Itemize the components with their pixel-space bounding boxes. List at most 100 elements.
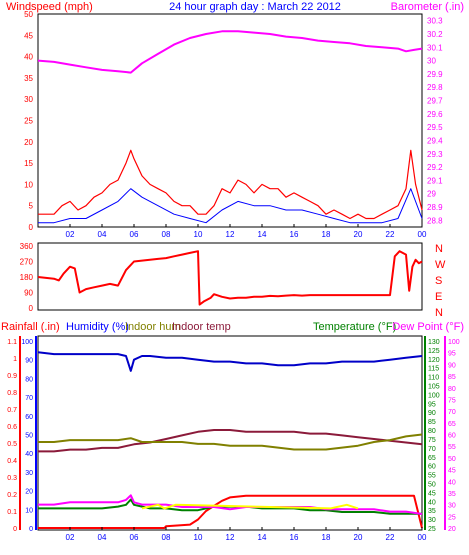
baro-tick-13: 30.1	[427, 43, 443, 52]
baro-tick-1: 28.9	[427, 203, 443, 212]
dew-tick-16: 100	[448, 339, 460, 346]
dew-tick-13: 85	[448, 374, 456, 381]
baro-tick-14: 30.2	[427, 30, 443, 39]
temp-tick-18: 115	[428, 366, 439, 373]
rain-tick-5: 0.5	[7, 441, 17, 448]
humidity-axis-label: Humidity (%)	[66, 321, 129, 333]
hum-tick-1: 10	[25, 507, 33, 514]
dew-tick-15: 95	[448, 351, 456, 358]
temp-tick-6: 55	[428, 473, 436, 480]
wind-speed-ticks: 0 5 10 15 20 25 30 35 40 45 50	[24, 10, 33, 232]
hum-tick-3: 30	[25, 470, 33, 477]
dew-tick-14: 90	[448, 362, 456, 369]
rain-tick-2: 0.2	[7, 492, 17, 499]
wind-tick-9: 45	[24, 31, 33, 40]
humtemp-hour-label-1: 04	[98, 533, 107, 542]
wind-tick-10: 50	[24, 10, 33, 19]
compass-3: E	[435, 291, 442, 303]
rain-tick-4: 0.4	[7, 458, 17, 465]
direction-line	[37, 250, 423, 306]
dew-tick-5: 45	[448, 468, 456, 475]
solar-line	[141, 503, 359, 510]
humtemp-hour-label-7: 16	[290, 533, 299, 542]
rainfall-line	[38, 494, 423, 529]
baro-tick-0: 28.8	[427, 216, 443, 225]
rain-tick-9: 0.9	[7, 373, 17, 380]
humtemp-hour-label-9: 20	[354, 533, 363, 542]
hum-tick-9: 90	[25, 358, 33, 365]
wind-tick-6: 30	[24, 95, 33, 104]
wind-hour-label-11: 00	[418, 230, 427, 239]
temp-tick-19: 120	[428, 357, 440, 364]
rain-tick-8: 0.8	[7, 390, 17, 397]
hum-tick-7: 70	[25, 395, 33, 402]
wind-hour-label-1: 04	[98, 230, 107, 239]
wind-hour-label-10: 22	[386, 230, 395, 239]
barometer-ticks: 28.8 28.9 29 29.1 29.2 29.3 29.4 29.5 29.6 29.7 29…	[427, 17, 443, 226]
rain-tick-7: 0.7	[7, 407, 17, 414]
baro-tick-11: 29.9	[427, 70, 443, 79]
hum-temp-series	[37, 351, 423, 529]
wind-tick-1: 5	[29, 202, 34, 211]
temp-tick-13: 90	[428, 410, 436, 417]
baro-tick-2: 29	[427, 190, 436, 199]
hum-tick-2: 20	[25, 489, 33, 496]
dew-tick-10: 70	[448, 409, 456, 416]
hum-temp-hour-ticks: 02 04 06 08 10 12 14 16 18 20 22 00	[66, 527, 427, 542]
wind-tick-0: 0	[29, 223, 34, 232]
baro-tick-8: 29.6	[427, 110, 443, 119]
compass-1: W	[435, 259, 446, 271]
dew-tick-3: 35	[448, 491, 456, 498]
wind-hour-label-8: 18	[322, 230, 331, 239]
wind-tick-8: 40	[24, 53, 33, 62]
direction-plot-frame	[37, 242, 423, 311]
baro-tick-15: 30.3	[427, 17, 443, 26]
dir-tick-3: 270	[20, 258, 34, 267]
temp-tick-17: 110	[428, 375, 439, 382]
temp-tick-9: 70	[428, 446, 436, 453]
dew-tick-6: 50	[448, 456, 456, 463]
hum-tick-10: 100	[21, 339, 33, 346]
baro-tick-4: 29.2	[427, 163, 443, 172]
temp-tick-5: 50	[428, 481, 436, 488]
indoor_hum-line	[38, 433, 423, 451]
dew-tick-1: 25	[448, 514, 456, 521]
wind-tick-2: 10	[24, 180, 33, 189]
wind-hour-label-6: 14	[258, 230, 267, 239]
dew-tick-7: 55	[448, 444, 456, 451]
baro-axis-label: Barometer (.in)	[391, 1, 464, 13]
temp-tick-0: 25	[428, 526, 436, 533]
rain-tick-6: 0.6	[7, 424, 17, 431]
rainfall-axis-label: Rainfall (.in)	[1, 321, 60, 333]
direction-series	[37, 250, 423, 306]
hum-tick-5: 50	[25, 433, 33, 440]
indoor_temp-line	[38, 429, 423, 453]
temp-tick-4: 45	[428, 490, 436, 497]
dir-tick-2: 180	[20, 273, 34, 282]
baro-tick-6: 29.4	[427, 136, 443, 145]
temp-tick-7: 60	[428, 464, 436, 471]
hum-tick-0: 0	[29, 526, 33, 533]
dewpoint-line	[38, 494, 423, 515]
rain-tick-11: 1.1	[7, 339, 17, 346]
dew-tick-9: 65	[448, 421, 456, 428]
rain-tick-0: 0	[13, 526, 17, 533]
temp-tick-16: 105	[428, 384, 440, 391]
temp-tick-14: 95	[428, 401, 436, 408]
rain-tick-3: 0.3	[7, 475, 17, 482]
indoor-temp-axis-label: Indoor temp	[172, 321, 231, 333]
compass-0: N	[435, 243, 443, 255]
hum-tick-6: 60	[25, 414, 33, 421]
temp-tick-11: 80	[428, 428, 436, 435]
humtemp-hour-label-3: 08	[162, 533, 171, 542]
rain-tick-1: 0.1	[7, 509, 17, 516]
temperature-axis-label: Temperature (°F)	[313, 321, 396, 333]
temp-tick-8: 65	[428, 455, 436, 462]
wind-axis-label: Windspeed (mph)	[6, 1, 93, 13]
baro-tick-3: 29.1	[427, 176, 443, 185]
dir-tick-4: 360	[20, 242, 34, 251]
wind-hour-label-5: 12	[226, 230, 235, 239]
